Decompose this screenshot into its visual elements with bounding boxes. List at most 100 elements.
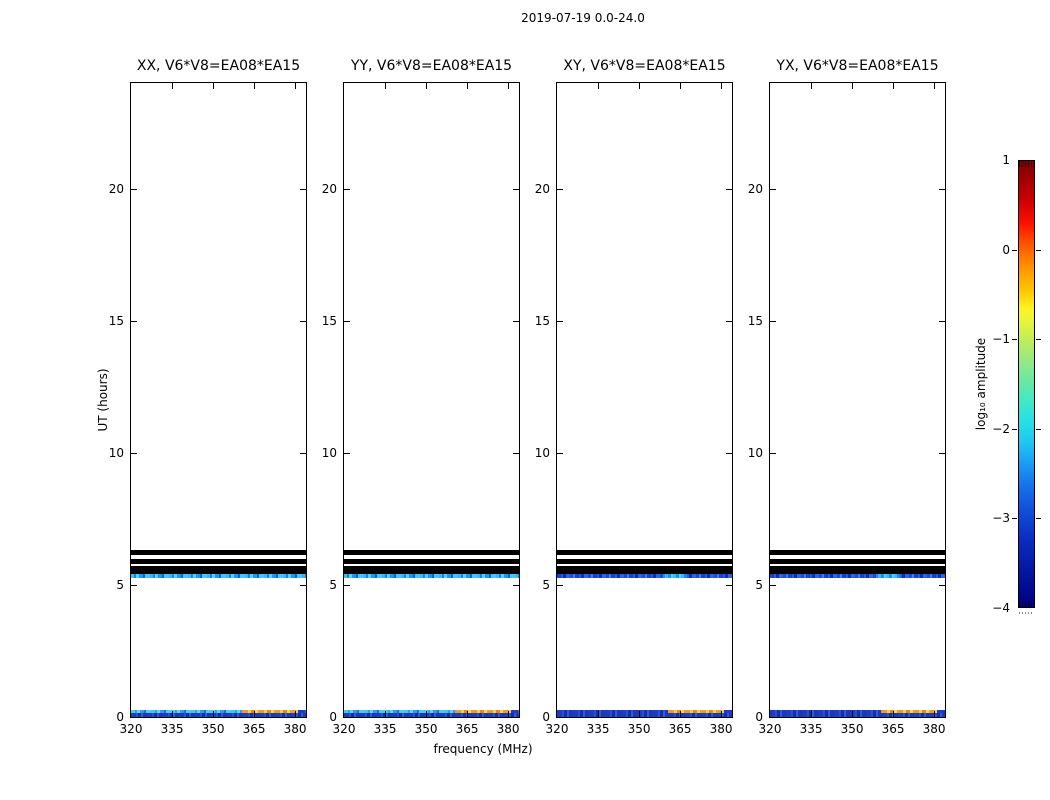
x-tick-label: 335	[160, 722, 184, 736]
colorbar-tick	[1012, 429, 1017, 430]
x-tick-label: 365	[242, 722, 266, 736]
y-major-tick	[770, 585, 776, 586]
x-major-tick	[639, 83, 640, 89]
bright-streak	[242, 710, 298, 713]
scan-band	[131, 574, 306, 578]
flagged-rows-band-2	[131, 566, 306, 574]
y-tick-label: 20	[108, 181, 124, 196]
x-major-tick	[852, 711, 853, 717]
bright-streak	[668, 710, 724, 713]
bottom-row-lower	[344, 713, 519, 717]
colorbar	[1018, 160, 1035, 608]
colorbar-end-dots	[1019, 612, 1034, 614]
bright-streak-end-cap	[511, 710, 518, 713]
x-major-tick	[893, 83, 894, 89]
panel-title-xy: XY, V6*V8=EA08*EA15	[563, 58, 726, 74]
y-major-tick	[300, 321, 306, 322]
y-tick-label: 10	[321, 445, 337, 460]
bottom-row-lower	[770, 713, 945, 717]
x-tick-label: 380	[283, 722, 307, 736]
colorbar-top-hatch	[1019, 161, 1034, 167]
y-major-tick	[726, 585, 732, 586]
colorbar-tick-label: 1	[1002, 153, 1010, 167]
x-major-tick	[213, 711, 214, 717]
colorbar-tick	[1012, 339, 1017, 340]
x-major-tick	[426, 83, 427, 89]
bottom-row-upper	[131, 710, 306, 713]
x-major-tick	[598, 711, 599, 717]
x-major-tick	[639, 711, 640, 717]
x-tick-label: 335	[373, 722, 397, 736]
y-tick-label: 15	[321, 313, 337, 328]
y-major-tick	[513, 189, 519, 190]
colorbar-label: log₁₀ amplitude	[974, 337, 988, 431]
flagged-rows-band-2	[770, 566, 945, 574]
x-major-tick	[934, 83, 935, 89]
y-tick-label: 0	[329, 710, 337, 724]
y-major-tick	[770, 321, 776, 322]
y-major-tick	[557, 585, 563, 586]
y-major-tick	[300, 453, 306, 454]
x-major-tick	[426, 711, 427, 717]
colorbar-tick-label: −1	[992, 332, 1010, 346]
x-tick-label: 335	[586, 722, 610, 736]
y-tick-label: 10	[747, 445, 763, 460]
heatmap-panel-xx	[130, 82, 307, 718]
y-major-tick	[131, 321, 137, 322]
heatmap-panel-xy	[556, 82, 733, 718]
y-tick-label: 5	[755, 577, 763, 592]
bottom-row-upper	[344, 710, 519, 713]
x-major-tick	[598, 83, 599, 89]
heatmap-panel-yy	[343, 82, 520, 718]
x-major-tick	[467, 83, 468, 89]
y-tick-label: 20	[747, 181, 763, 196]
flagged-rows-band-2	[344, 566, 519, 574]
x-major-tick	[680, 83, 681, 89]
x-major-tick	[721, 711, 722, 717]
flagged-rows-band-0	[344, 550, 519, 555]
panel-title-yx: YX, V6*V8=EA08*EA15	[776, 58, 939, 74]
x-major-tick	[893, 711, 894, 717]
panel-title-yy: YY, V6*V8=EA08*EA15	[350, 58, 513, 74]
x-major-tick	[811, 83, 812, 89]
x-tick-label: 350	[201, 722, 225, 736]
x-major-tick	[213, 83, 214, 89]
flagged-rows-band-0	[770, 550, 945, 555]
colorbar-tick-label: −4	[992, 601, 1010, 615]
x-major-tick	[295, 711, 296, 717]
x-tick-label: 350	[840, 722, 864, 736]
x-tick-label: 320	[119, 722, 143, 736]
x-major-tick	[295, 83, 296, 89]
colorbar-tick	[1012, 518, 1017, 519]
x-tick-label: 350	[627, 722, 651, 736]
x-tick-label: 320	[758, 722, 782, 736]
y-major-tick	[770, 453, 776, 454]
y-major-tick	[513, 321, 519, 322]
flagged-rows-band-1	[131, 559, 306, 564]
flagged-rows-band-0	[131, 550, 306, 555]
y-major-tick	[131, 453, 137, 454]
y-major-tick	[513, 453, 519, 454]
y-tick-label: 0	[755, 710, 763, 724]
y-tick-label: 15	[534, 313, 550, 328]
flagged-rows-band-1	[770, 559, 945, 564]
colorbar-tick-label: 0	[1002, 243, 1010, 257]
colorbar-bottom-hatch	[1019, 601, 1034, 607]
y-major-tick	[300, 585, 306, 586]
x-major-tick	[680, 711, 681, 717]
x-major-tick	[254, 711, 255, 717]
x-major-tick	[508, 711, 509, 717]
y-major-tick	[300, 189, 306, 190]
heatmap-panel-yx	[769, 82, 946, 718]
y-axis-label: UT (hours)	[96, 368, 110, 432]
y-tick-label: 5	[329, 577, 337, 592]
scan-band	[344, 574, 519, 578]
bottom-row-lower	[557, 713, 732, 717]
colorbar-tick-label: −2	[992, 422, 1010, 436]
bottom-row-lower	[131, 713, 306, 717]
x-major-tick	[811, 711, 812, 717]
x-tick-label: 380	[922, 722, 946, 736]
flagged-rows-band-1	[557, 559, 732, 564]
x-tick-label: 380	[496, 722, 520, 736]
